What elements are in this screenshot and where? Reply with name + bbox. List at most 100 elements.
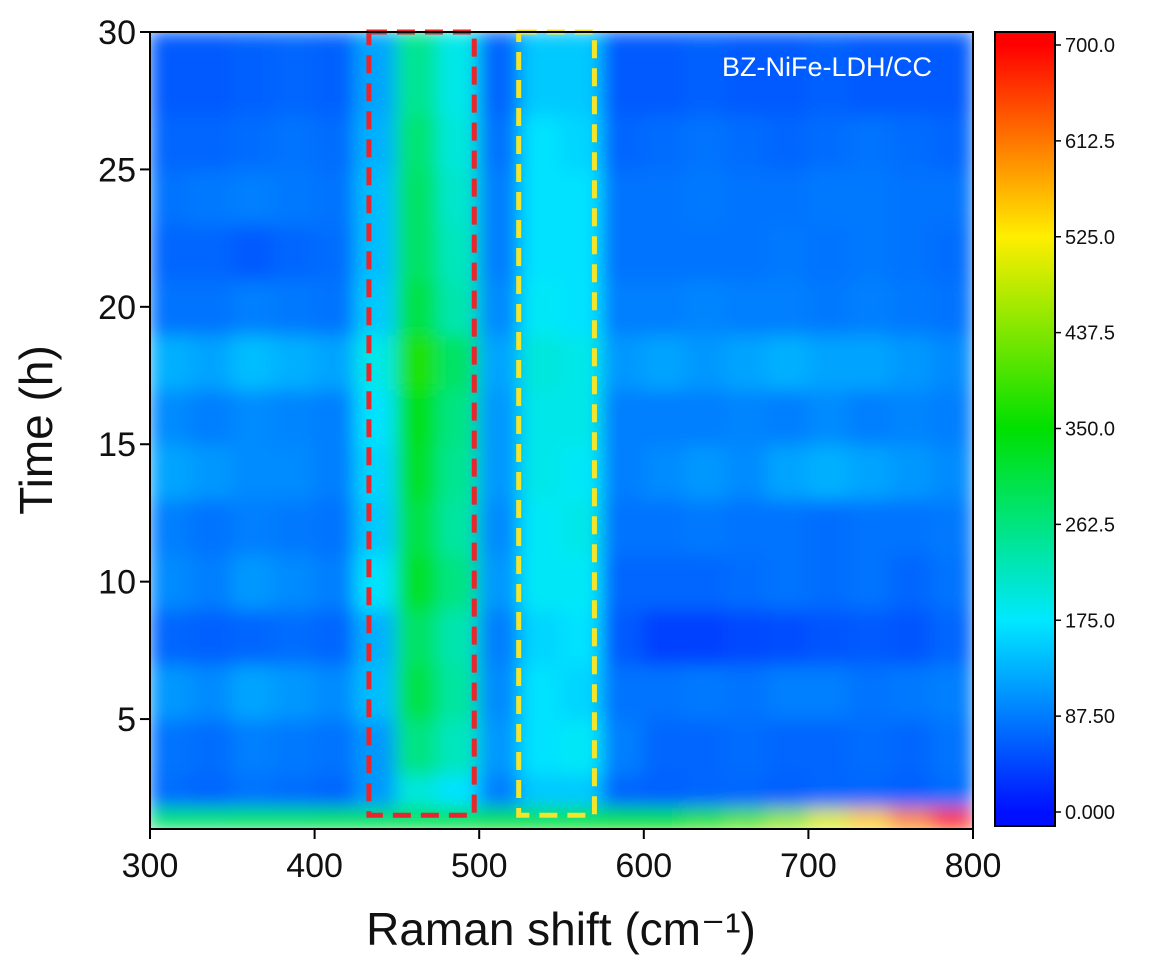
heat-cell bbox=[683, 333, 728, 391]
heat-cell bbox=[766, 773, 810, 809]
colorbar-tick-label: 262.5 bbox=[1065, 514, 1115, 536]
heat-cell bbox=[395, 223, 440, 281]
heat-cell bbox=[601, 773, 645, 809]
heat-cell bbox=[560, 333, 604, 391]
heat-cell bbox=[807, 498, 851, 556]
heat-cell bbox=[395, 32, 440, 116]
heat-cell bbox=[190, 498, 234, 556]
heat-cell bbox=[190, 223, 234, 281]
heat-cell bbox=[190, 113, 234, 171]
heat-cell bbox=[560, 278, 604, 336]
x-tick-label: 800 bbox=[945, 847, 1002, 885]
heat-cell bbox=[807, 32, 851, 116]
heat-cell bbox=[889, 718, 933, 776]
heat-cell bbox=[190, 388, 234, 446]
heat-cell bbox=[889, 168, 933, 226]
heat-cell bbox=[683, 113, 728, 171]
heat-cell bbox=[766, 553, 810, 611]
heat-cell bbox=[190, 278, 234, 336]
heat-cell bbox=[395, 333, 440, 391]
heat-cell bbox=[395, 388, 440, 446]
heat-cell bbox=[683, 806, 728, 829]
heat-cell bbox=[930, 663, 973, 721]
heat-cell bbox=[560, 388, 604, 446]
heat-cell bbox=[725, 443, 769, 501]
heat-cell bbox=[313, 608, 357, 666]
heat-cell bbox=[313, 32, 357, 116]
heat-cell bbox=[519, 718, 563, 776]
heat-cell bbox=[683, 223, 728, 281]
heat-cell bbox=[848, 663, 892, 721]
heat-cell bbox=[313, 443, 357, 501]
y-tick-label: 10 bbox=[98, 564, 136, 602]
heat-cell bbox=[766, 32, 810, 116]
heat-cell bbox=[519, 113, 563, 171]
heat-cell bbox=[601, 443, 645, 501]
heat-cell bbox=[231, 608, 275, 666]
heat-cell bbox=[519, 806, 563, 829]
heat-cell bbox=[150, 443, 193, 501]
heat-cell bbox=[642, 168, 686, 226]
heat-cell bbox=[272, 718, 316, 776]
heat-cell bbox=[766, 278, 810, 336]
colorbar-tick-label: 175.0 bbox=[1065, 610, 1115, 632]
heat-cell bbox=[231, 223, 275, 281]
heat-cell bbox=[930, 333, 973, 391]
heat-cell bbox=[807, 278, 851, 336]
heat-cell bbox=[354, 113, 398, 171]
heat-cell bbox=[889, 388, 933, 446]
heat-cell bbox=[231, 663, 275, 721]
heat-cell bbox=[807, 113, 851, 171]
heat-cell bbox=[313, 223, 357, 281]
heat-cell bbox=[354, 443, 398, 501]
heat-cell bbox=[560, 663, 604, 721]
heat-cell bbox=[190, 608, 234, 666]
heat-cell bbox=[272, 388, 316, 446]
y-tick-label: 20 bbox=[98, 289, 136, 327]
heat-cell bbox=[478, 223, 522, 281]
heat-cell bbox=[150, 333, 193, 391]
heat-cell bbox=[395, 663, 440, 721]
heat-cell bbox=[642, 113, 686, 171]
x-tick-label: 600 bbox=[615, 847, 672, 885]
heat-cell bbox=[560, 113, 604, 171]
heat-cell bbox=[601, 663, 645, 721]
heat-cell bbox=[848, 168, 892, 226]
heat-cell bbox=[889, 443, 933, 501]
heat-cell bbox=[889, 773, 933, 809]
heat-cell bbox=[807, 718, 851, 776]
heat-cell bbox=[150, 773, 193, 809]
heat-cell bbox=[231, 553, 275, 611]
heat-cell bbox=[889, 32, 933, 116]
heat-cell bbox=[642, 388, 686, 446]
heat-cell bbox=[395, 278, 440, 336]
heat-cell bbox=[642, 498, 686, 556]
heat-cell bbox=[642, 278, 686, 336]
colorbar-tick-label: 437.5 bbox=[1065, 323, 1115, 345]
heat-cell bbox=[642, 718, 686, 776]
heat-cell bbox=[683, 553, 728, 611]
heat-cell bbox=[519, 498, 563, 556]
heat-cell bbox=[395, 773, 440, 809]
heat-cell bbox=[190, 333, 234, 391]
heat-cell bbox=[313, 663, 357, 721]
heat-cell bbox=[272, 333, 316, 391]
heat-cell bbox=[683, 388, 728, 446]
heat-cell bbox=[354, 223, 398, 281]
heat-cell bbox=[478, 443, 522, 501]
heat-cell bbox=[848, 608, 892, 666]
heat-cell bbox=[190, 32, 234, 116]
heat-cell bbox=[889, 608, 933, 666]
heat-cell bbox=[766, 663, 810, 721]
heat-cell bbox=[725, 553, 769, 611]
heat-cell bbox=[848, 333, 892, 391]
heat-cell bbox=[930, 718, 973, 776]
heat-cell bbox=[313, 773, 357, 809]
heat-cell bbox=[889, 498, 933, 556]
heat-cell bbox=[642, 32, 686, 116]
heat-cell bbox=[848, 32, 892, 116]
y-tick-label: 25 bbox=[98, 151, 136, 189]
heat-cell bbox=[519, 388, 563, 446]
heat-cell bbox=[560, 553, 604, 611]
y-tick-label: 5 bbox=[117, 701, 136, 739]
